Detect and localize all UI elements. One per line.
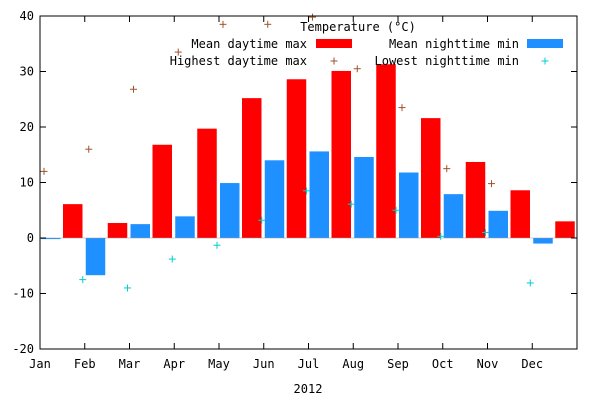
bar-mean-nighttime-min (220, 183, 240, 238)
bar-mean-nighttime-min (85, 238, 106, 276)
legend: Temperature (°C) Mean daytime max Mean ni… (170, 20, 563, 68)
bar-mean-daytime-max (63, 204, 83, 238)
bar-mean-daytime-max (152, 144, 172, 238)
bar-mean-nighttime-min (533, 238, 553, 244)
bars-layer (40, 64, 577, 276)
legend-swatch (527, 39, 563, 48)
x-tick-label: Jan (29, 357, 51, 371)
x-tick-label: Oct (432, 357, 454, 371)
y-tick-label: 0 (27, 231, 34, 245)
x-tick-label: May (208, 357, 230, 371)
legend-label: Highest daytime max (170, 54, 307, 68)
bar-mean-daytime-max (376, 64, 396, 238)
x-axis: Jan Feb Mar Apr May Jun Jul Aug Sep Oct Nov Dec (29, 16, 543, 371)
x-tick-label: Nov (477, 357, 499, 371)
bar-mean-nighttime-min (264, 160, 285, 238)
bar-mean-nighttime-min (488, 210, 508, 238)
y-tick-label: 10 (20, 176, 34, 190)
y-tick-label: 30 (20, 65, 34, 79)
legend-label: Mean daytime max (191, 37, 307, 51)
bar-mean-nighttime-min (41, 238, 61, 240)
legend-swatch (316, 39, 352, 48)
bar-mean-nighttime-min (354, 156, 374, 238)
bar-mean-nighttime-min (309, 151, 329, 238)
y-tick-label: 40 (20, 9, 34, 23)
x-tick-label: Apr (163, 357, 185, 371)
bar-mean-nighttime-min (399, 172, 419, 238)
bar-mean-daytime-max (286, 79, 307, 239)
bar-mean-daytime-max (242, 98, 262, 238)
y-tick-label: -20 (12, 342, 34, 356)
x-tick-label: Sep (387, 357, 409, 371)
x-tick-label: Jul (298, 357, 320, 371)
bar-mean-daytime-max (510, 190, 530, 238)
bar-mean-daytime-max (421, 118, 441, 238)
bar-mean-nighttime-min (443, 194, 464, 238)
x-tick-label: Dec (521, 357, 543, 371)
x-tick-label: Mar (119, 357, 141, 371)
points-layer (40, 13, 534, 292)
bar-mean-daytime-max (107, 223, 128, 238)
bar-mean-nighttime-min (130, 224, 150, 238)
legend-label: Lowest nighttime min (375, 54, 520, 68)
legend-label: Mean nighttime min (389, 37, 519, 51)
y-axis: -20 -10 0 10 20 30 40 (12, 9, 577, 356)
y-tick-label: -10 (12, 287, 34, 301)
bar-mean-daytime-max (197, 128, 217, 238)
x-tick-label: Aug (342, 357, 364, 371)
x-tick-label: Feb (74, 357, 96, 371)
bar-mean-daytime-max (465, 161, 486, 238)
x-tick-label: Jun (253, 357, 275, 371)
x-axis-title: 2012 (294, 382, 323, 396)
bar-mean-nighttime-min (175, 216, 195, 238)
bar-mean-daytime-max (555, 221, 575, 238)
y-tick-label: 20 (20, 120, 34, 134)
bar-mean-daytime-max (331, 70, 351, 238)
legend-title: Temperature (°C) (300, 20, 416, 34)
